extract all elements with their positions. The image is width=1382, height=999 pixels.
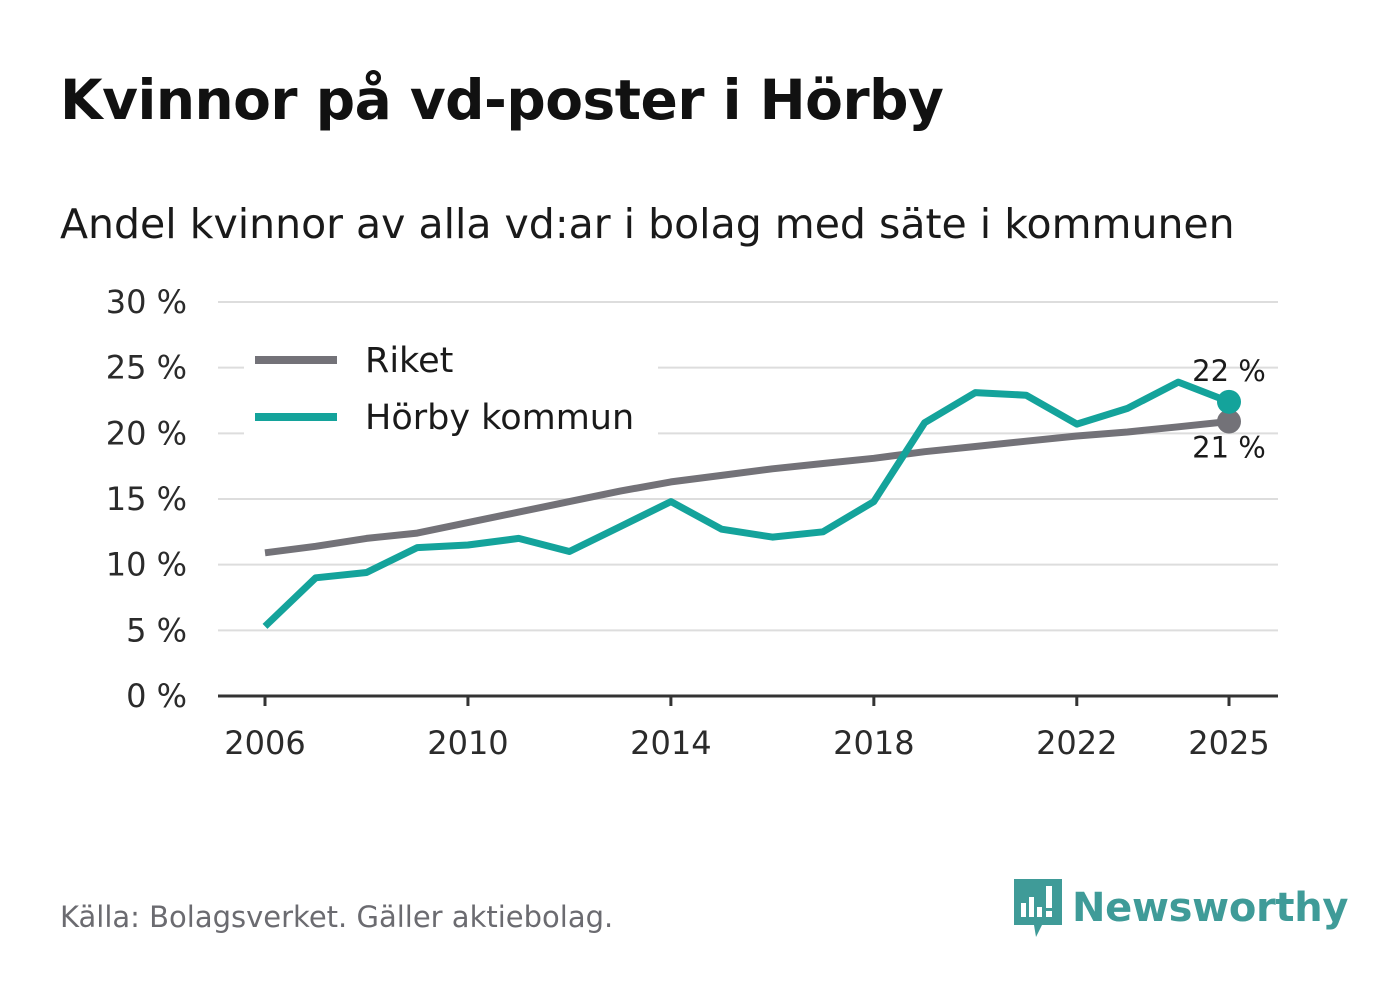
y-tick-label-25: 25 % bbox=[106, 349, 187, 387]
source-note: Källa: Bolagsverket. Gäller aktiebolag. bbox=[60, 900, 614, 934]
series-lines: 21 % 22 % bbox=[262, 354, 1266, 629]
y-tick-label-20: 20 % bbox=[106, 414, 187, 452]
x-tick-label-2025: 2025 bbox=[1188, 724, 1269, 762]
y-tick-label-10: 10 % bbox=[106, 546, 187, 584]
newsworthy-logo-icon bbox=[1014, 879, 1062, 937]
y-tick-label-15: 15 % bbox=[106, 480, 187, 518]
chart-title: Kvinnor på vd-poster i Hörby bbox=[60, 68, 944, 132]
chart-subtitle: Andel kvinnor av alla vd:ar i bolag med … bbox=[60, 200, 1235, 248]
series-line-1 bbox=[262, 378, 1231, 629]
x-tick-label-2022: 2022 bbox=[1036, 724, 1117, 762]
y-axis-ticks: 0 % 5 % 10 % 15 % 20 % 25 % 30 % bbox=[106, 283, 187, 715]
series-end-label-1: 22 % bbox=[1192, 354, 1266, 388]
series-end-point-0 bbox=[1217, 409, 1241, 434]
legend: Riket Hörby kommun bbox=[244, 334, 658, 444]
x-tick-label-2018: 2018 bbox=[833, 724, 914, 762]
series-end-label-0: 21 % bbox=[1192, 431, 1266, 465]
x-axis-ticks: 2006 2010 2014 2018 2022 2025 bbox=[218, 694, 1278, 762]
x-tick-label-2006: 2006 bbox=[224, 724, 305, 762]
y-tick-label-5: 5 % bbox=[126, 611, 187, 649]
x-tick-label-2014: 2014 bbox=[630, 724, 711, 762]
x-tick-label-2010: 2010 bbox=[427, 724, 508, 762]
y-tick-label-30: 30 % bbox=[106, 283, 187, 321]
series-end-point-1 bbox=[1217, 389, 1241, 414]
legend-background bbox=[244, 334, 658, 444]
legend-label-1: Hörby kommun bbox=[365, 398, 634, 438]
series-line-0 bbox=[264, 418, 1230, 557]
legend-label-0: Riket bbox=[365, 341, 453, 381]
y-tick-label-0: 0 % bbox=[126, 677, 187, 715]
brand-name: Newsworthy bbox=[1072, 885, 1349, 931]
brand-logo: Newsworthy bbox=[1012, 877, 1349, 939]
